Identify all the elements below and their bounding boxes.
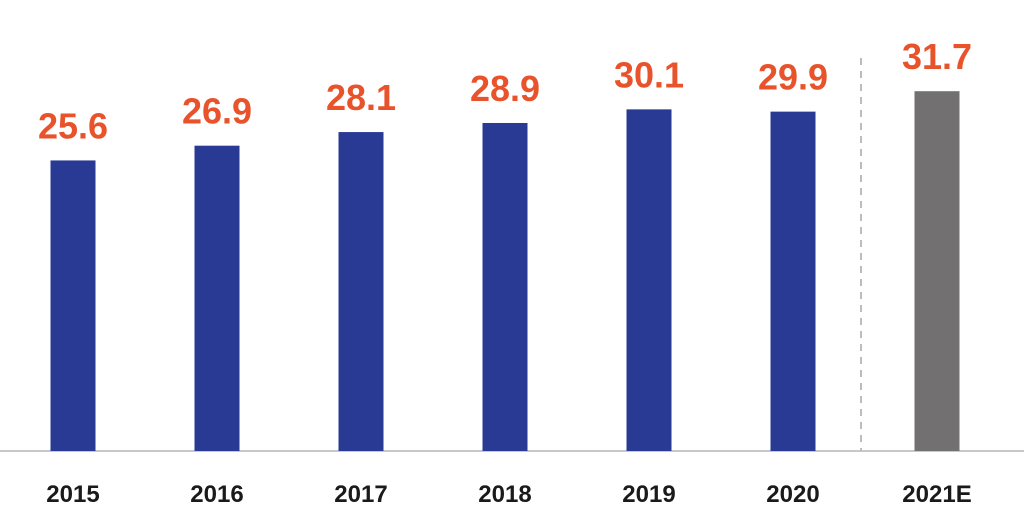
bar-2019 [626,109,672,452]
bar-2020 [770,111,816,451]
bar-2018 [482,122,528,452]
bar-2017 [338,132,384,451]
x-tick-label-2016: 2016 [190,481,243,508]
x-tick-labels-group: 2015 2016 2017 2018 2019 2020 2021E [46,481,971,508]
bar-2015 [50,160,96,451]
x-tick-label-2017: 2017 [334,481,387,508]
value-label-2017: 28.1 [326,77,396,118]
value-labels-group: 25.6 26.9 28.1 28.9 30.1 29.9 31.7 [38,36,972,146]
value-label-2020: 29.9 [758,57,828,98]
x-tick-label-2021E: 2021E [902,481,971,508]
bars-group [50,91,960,452]
value-label-2015: 25.6 [38,105,108,146]
x-tick-label-2015: 2015 [46,481,99,508]
bar-2016 [194,145,240,451]
x-tick-label-2018: 2018 [478,481,531,508]
bar-2021E [914,91,960,451]
value-label-2019: 30.1 [614,54,684,95]
value-label-2018: 28.9 [470,68,540,109]
value-label-2021E: 31.7 [902,36,972,77]
x-tick-label-2020: 2020 [766,481,819,508]
value-label-2016: 26.9 [182,91,252,132]
x-tick-label-2019: 2019 [622,481,675,508]
